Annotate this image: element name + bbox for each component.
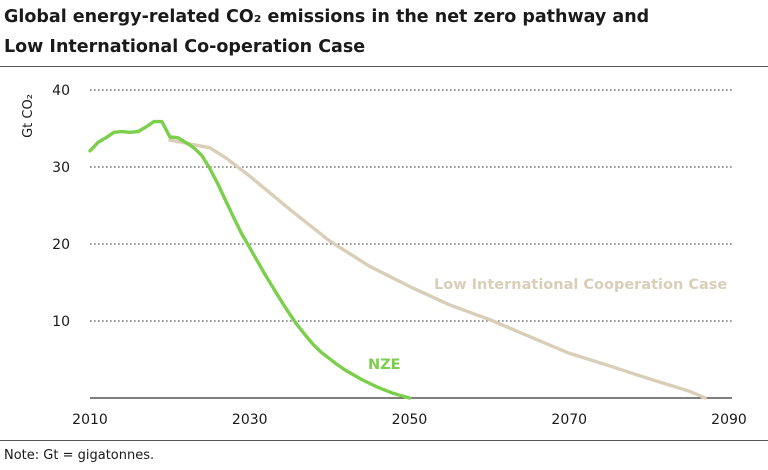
chart-title-line-1: Global energy-related CO₂ emissions in t… (4, 7, 650, 27)
bottom-divider (0, 440, 768, 441)
series-lines (88, 119, 707, 400)
chart-title: Global energy-related CO₂ emissions in t… (4, 2, 764, 62)
chart-title-line-2: Low International Co-operation Case (4, 37, 366, 57)
lic-line (168, 138, 707, 400)
x-tick-label-2050: 2050 (392, 412, 428, 428)
nze-line (88, 119, 412, 400)
x-tick-label-2090: 2090 (711, 412, 747, 428)
x-tick-label-2010: 2010 (72, 412, 108, 428)
footnote: Note: Gt = gigatonnes. (4, 448, 155, 463)
top-divider (0, 66, 768, 67)
y-tick-label-10: 10 (52, 314, 70, 330)
y-axis-label: Gt CO₂ (21, 94, 36, 138)
y-tick-label-30: 30 (52, 160, 70, 176)
y-tick-label-40: 40 (52, 83, 70, 99)
series-label-nze: NZE (368, 357, 401, 373)
x-tick-label-2030: 2030 (232, 412, 268, 428)
grid-lines (90, 89, 732, 322)
series-label-lic: Low International Cooperation Case (434, 277, 727, 293)
y-tick-labels: 10 20 30 40 (52, 83, 70, 330)
x-tick-labels: 2010 2030 2050 2070 2090 (72, 412, 747, 428)
x-tick-label-2070: 2070 (551, 412, 587, 428)
y-tick-label-20: 20 (52, 237, 70, 253)
